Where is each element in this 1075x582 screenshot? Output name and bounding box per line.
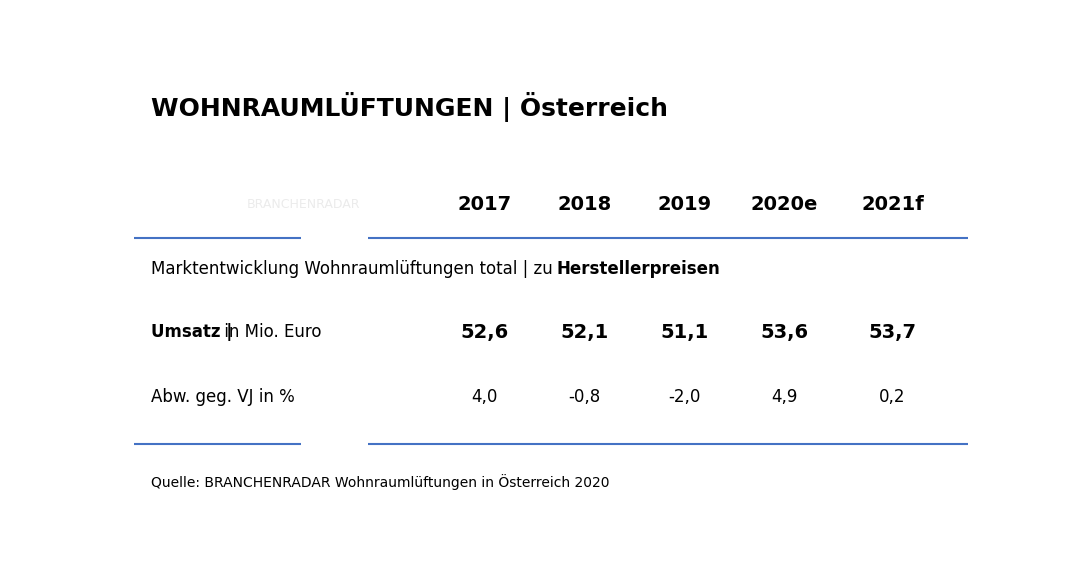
Text: in Mio. Euro: in Mio. Euro (219, 323, 321, 341)
Text: 2021f: 2021f (861, 195, 923, 214)
Text: 53,6: 53,6 (760, 322, 808, 342)
Text: -2,0: -2,0 (668, 388, 701, 406)
Text: -0,8: -0,8 (569, 388, 601, 406)
Text: 4,0: 4,0 (471, 388, 498, 406)
Text: WOHNRAUMLÜFTUNGEN | Österreich: WOHNRAUMLÜFTUNGEN | Österreich (151, 93, 668, 122)
Text: Quelle: BRANCHENRADAR Wohnraumlüftungen in Österreich 2020: Quelle: BRANCHENRADAR Wohnraumlüftungen … (151, 474, 610, 490)
Text: Abw. geg. VJ in %: Abw. geg. VJ in % (151, 388, 295, 406)
Text: 51,1: 51,1 (660, 322, 708, 342)
Text: 52,6: 52,6 (460, 322, 508, 342)
Text: 2019: 2019 (657, 195, 712, 214)
Text: 53,7: 53,7 (869, 322, 917, 342)
Text: 52,1: 52,1 (560, 322, 608, 342)
Text: 2020e: 2020e (750, 195, 818, 214)
Text: 2018: 2018 (557, 195, 612, 214)
Text: Umsatz |: Umsatz | (151, 323, 232, 341)
Text: 0,2: 0,2 (879, 388, 906, 406)
Text: Marktentwicklung Wohnraumlüftungen total | zu: Marktentwicklung Wohnraumlüftungen total… (151, 260, 558, 278)
Text: Herstellerpreisen: Herstellerpreisen (557, 260, 720, 278)
Text: BRANCHENRADAR: BRANCHENRADAR (247, 198, 360, 211)
Text: 2017: 2017 (457, 195, 512, 214)
Text: BRANCHENRADAR: BRANCHENRADAR (25, 194, 131, 204)
Text: 4,9: 4,9 (771, 388, 798, 406)
